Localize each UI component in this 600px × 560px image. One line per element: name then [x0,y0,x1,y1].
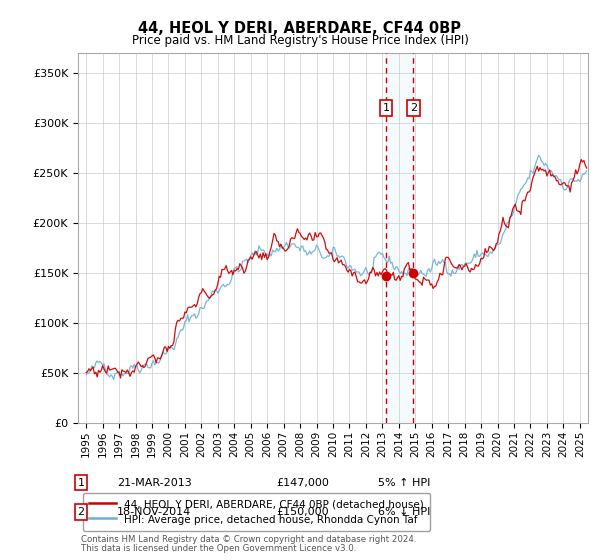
Text: 18-NOV-2014: 18-NOV-2014 [117,507,191,517]
Text: 5% ↑ HPI: 5% ↑ HPI [378,478,430,488]
Text: 21-MAR-2013: 21-MAR-2013 [117,478,192,488]
Text: 2: 2 [77,507,85,517]
Text: 1: 1 [77,478,85,488]
Legend: 44, HEOL Y DERI, ABERDARE, CF44 0BP (detached house), HPI: Average price, detach: 44, HEOL Y DERI, ABERDARE, CF44 0BP (det… [83,493,430,531]
Bar [386,53,413,423]
Text: 2: 2 [410,103,417,113]
Text: This data is licensed under the Open Government Licence v3.0.: This data is licensed under the Open Gov… [81,544,356,553]
Text: £150,000: £150,000 [276,507,329,517]
Text: 44, HEOL Y DERI, ABERDARE, CF44 0BP: 44, HEOL Y DERI, ABERDARE, CF44 0BP [139,21,461,36]
Text: £147,000: £147,000 [276,478,329,488]
Text: 6% ↓ HPI: 6% ↓ HPI [378,507,430,517]
Text: 1: 1 [382,103,389,113]
Text: Contains HM Land Registry data © Crown copyright and database right 2024.: Contains HM Land Registry data © Crown c… [81,535,416,544]
Text: Price paid vs. HM Land Registry's House Price Index (HPI): Price paid vs. HM Land Registry's House … [131,34,469,46]
